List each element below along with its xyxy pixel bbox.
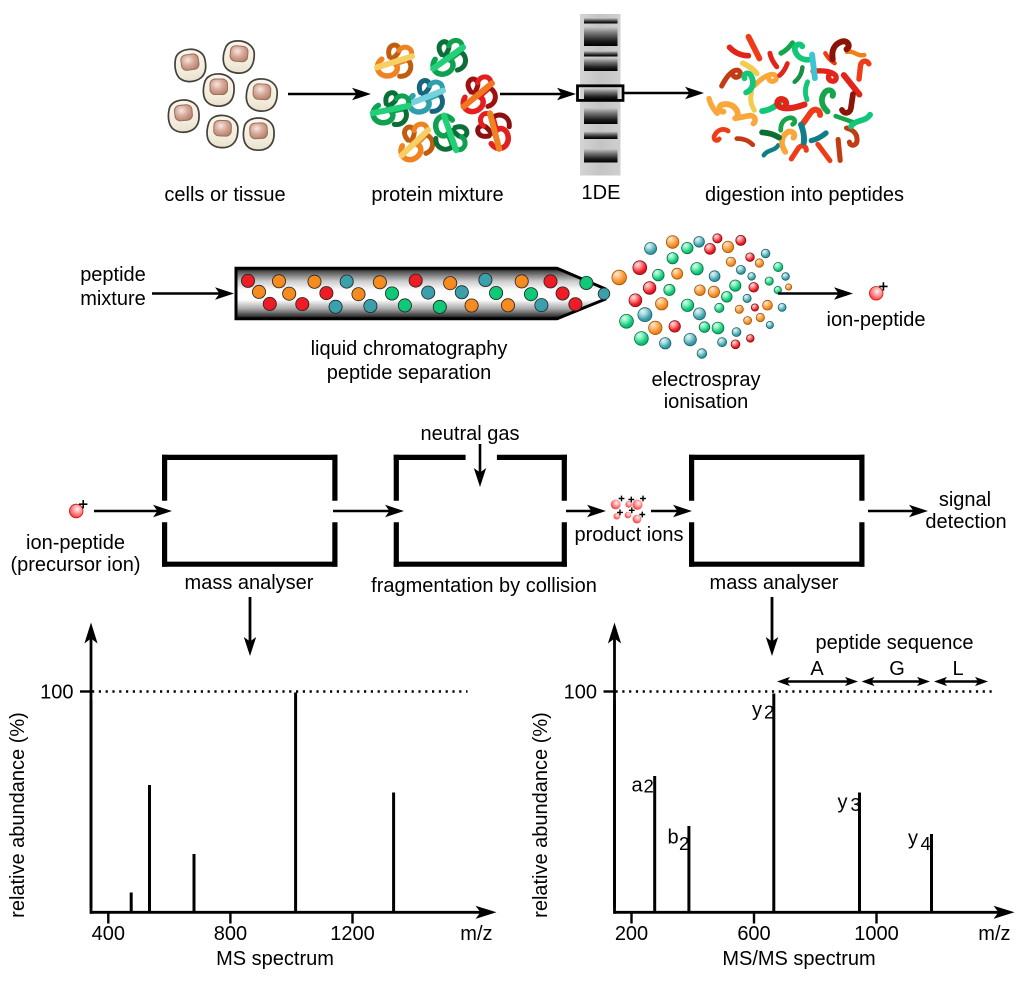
svg-text:(precursor ion): (precursor ion) <box>10 554 140 576</box>
svg-text:L: L <box>952 658 963 680</box>
svg-text:2: 2 <box>764 702 774 723</box>
svg-text:peptide: peptide <box>80 264 146 286</box>
svg-text:1DE: 1DE <box>582 182 621 204</box>
svg-text:ion-peptide: ion-peptide <box>827 309 926 331</box>
svg-text:800: 800 <box>214 923 247 945</box>
svg-text:electrospray: electrospray <box>652 369 761 391</box>
svg-text:4: 4 <box>921 833 931 854</box>
svg-text:mass analyser: mass analyser <box>710 572 839 594</box>
svg-text:y: y <box>838 792 848 814</box>
svg-text:600: 600 <box>737 923 770 945</box>
svg-text:digestion into peptides: digestion into peptides <box>705 184 904 206</box>
svg-text:A: A <box>810 658 824 680</box>
svg-text:mass analyser: mass analyser <box>185 572 314 594</box>
svg-text:fragmentation by collision: fragmentation by collision <box>371 575 597 597</box>
svg-text:y: y <box>752 699 762 721</box>
svg-text:2: 2 <box>644 776 654 797</box>
svg-text:b: b <box>668 827 679 849</box>
svg-text:200: 200 <box>615 923 648 945</box>
svg-text:m/z: m/z <box>978 923 1010 945</box>
svg-text:1000: 1000 <box>854 923 899 945</box>
svg-text:3: 3 <box>851 794 861 815</box>
svg-text:100: 100 <box>40 682 73 704</box>
svg-text:detection: detection <box>925 511 1006 533</box>
svg-text:y: y <box>908 828 918 850</box>
svg-text:100: 100 <box>564 682 597 704</box>
svg-text:m/z: m/z <box>460 923 492 945</box>
svg-text:400: 400 <box>92 923 125 945</box>
svg-text:1200: 1200 <box>330 923 375 945</box>
svg-text:neutral gas: neutral gas <box>421 423 520 445</box>
svg-text:protein mixture: protein mixture <box>371 184 503 206</box>
svg-text:2: 2 <box>679 833 689 854</box>
svg-text:MS/MS spectrum: MS/MS spectrum <box>722 948 875 970</box>
svg-text:a: a <box>632 775 644 797</box>
svg-text:peptide separation: peptide separation <box>327 362 492 384</box>
svg-text:ionisation: ionisation <box>664 391 749 413</box>
svg-text:peptide sequence: peptide sequence <box>816 632 974 654</box>
svg-text:relative abundance (%): relative abundance (%) <box>530 712 552 918</box>
svg-text:MS spectrum: MS spectrum <box>216 948 334 970</box>
svg-text:signal: signal <box>939 489 991 511</box>
svg-text:liquid chromatography: liquid chromatography <box>311 338 508 360</box>
svg-text:G: G <box>889 658 905 680</box>
svg-text:ion-peptide: ion-peptide <box>26 532 125 554</box>
svg-text:mixture: mixture <box>80 288 146 310</box>
svg-text:product ions: product ions <box>575 524 684 546</box>
svg-text:relative abundance (%): relative abundance (%) <box>7 712 29 918</box>
svg-text:cells or tissue: cells or tissue <box>164 184 285 206</box>
